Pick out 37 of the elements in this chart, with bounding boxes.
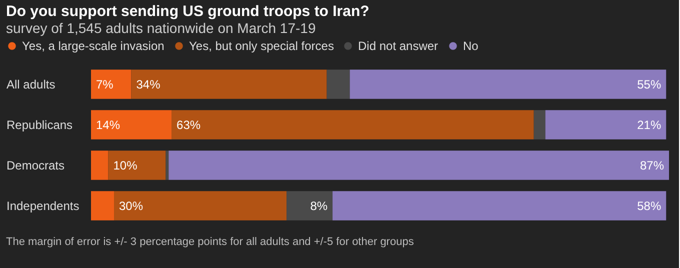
data-label: 7% <box>96 77 114 92</box>
legend-label: No <box>463 39 479 53</box>
y-tick-label: Democrats <box>6 158 65 172</box>
bar <box>534 110 546 140</box>
data-label: 30% <box>119 198 144 213</box>
text: The margin of error is +/- 3 percentage points for all adults and +/-5 for other groups <box>6 236 414 248</box>
bar <box>91 150 108 180</box>
bar <box>350 70 666 99</box>
data-label: 87% <box>640 158 664 172</box>
bar <box>108 150 166 180</box>
data-label: 34% <box>136 77 161 92</box>
bar <box>545 110 666 140</box>
chart-title: Do you support sending US ground troops to Iran? <box>6 3 370 20</box>
legend-label: Did not answer <box>358 39 438 53</box>
y-tick-label: Independents <box>6 198 80 213</box>
data-label: 14% <box>96 118 120 132</box>
chart-subtitle: survey of 1,545 adults nationwide on March 17-19 <box>6 20 316 36</box>
y-tick-label: Republicans <box>6 118 73 132</box>
bar <box>91 70 132 99</box>
bar <box>91 110 172 140</box>
data-label: 58% <box>637 198 662 213</box>
bar <box>326 70 350 99</box>
legend-label: Yes, but only special forces <box>189 39 334 53</box>
bar <box>114 191 287 220</box>
y-tick-label: All adults <box>6 77 56 92</box>
data-label: 63% <box>176 118 201 132</box>
legend-label: Yes, a large-scale invasion <box>22 39 164 53</box>
data-label: 8% <box>310 198 328 213</box>
bar <box>332 191 666 220</box>
bar <box>168 150 669 180</box>
data-label: 10% <box>113 158 138 172</box>
data-label: 55% <box>637 77 662 92</box>
bar <box>91 191 114 220</box>
bar <box>172 110 534 140</box>
bar <box>131 70 327 99</box>
data-label: 21% <box>637 118 662 132</box>
bar <box>286 191 333 220</box>
